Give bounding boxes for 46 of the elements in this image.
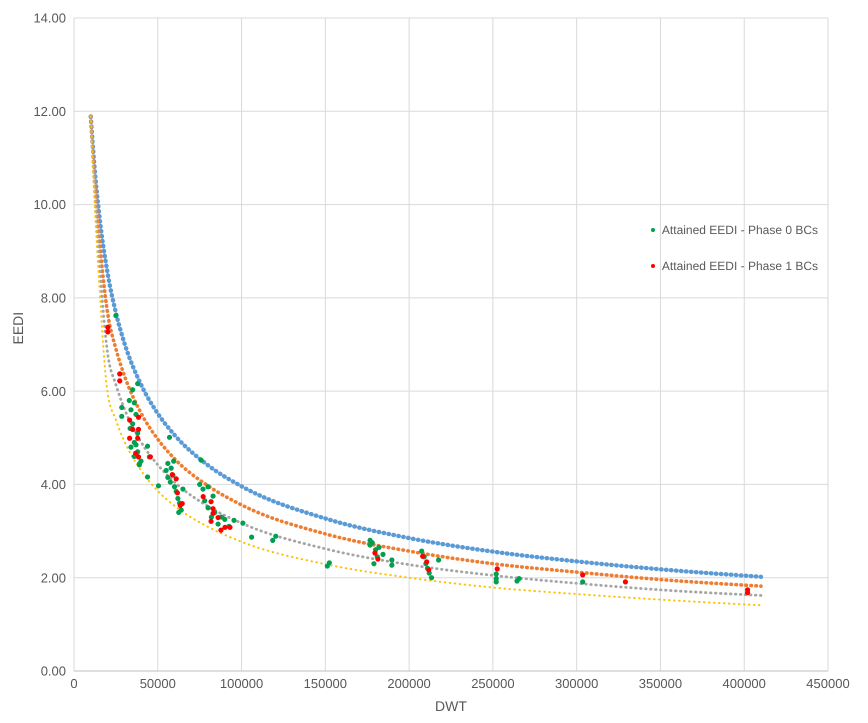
point bbox=[135, 436, 140, 441]
x-tick-label: 100000 bbox=[220, 676, 264, 692]
point bbox=[136, 454, 142, 460]
y-tick-label: 10.00 bbox=[33, 197, 66, 212]
x-tick-label: 0 bbox=[70, 676, 78, 692]
point bbox=[218, 528, 224, 533]
x-tick-label: 250000 bbox=[471, 676, 515, 692]
point bbox=[494, 566, 500, 572]
y-tick-label: 6.00 bbox=[40, 384, 66, 399]
x-tick-label: 150000 bbox=[304, 676, 348, 692]
x-tick-label: 450000 bbox=[806, 676, 850, 692]
point bbox=[117, 378, 122, 384]
y-tick-label: 8.00 bbox=[40, 290, 66, 306]
y-tick-label: 2.00 bbox=[40, 570, 66, 586]
point bbox=[127, 436, 132, 441]
point bbox=[216, 514, 221, 520]
point bbox=[105, 324, 110, 330]
y-tick-label: 14.00 bbox=[33, 10, 66, 26]
y-tick-label: 4.00 bbox=[40, 477, 66, 492]
y-axis-title: EEDI bbox=[10, 312, 26, 344]
point bbox=[622, 579, 628, 585]
x-axis-title: DWT bbox=[435, 698, 468, 714]
point bbox=[136, 426, 142, 432]
point bbox=[580, 572, 586, 578]
x-tick-label: 400000 bbox=[722, 676, 766, 692]
legend-label: Attained EEDI - Phase 0 BCs bbox=[662, 223, 818, 237]
point bbox=[174, 476, 179, 482]
x-tick-label: 50000 bbox=[140, 676, 176, 692]
point bbox=[200, 494, 206, 500]
legend-label: Attained EEDI - Phase 1 BCs bbox=[662, 259, 818, 273]
point bbox=[127, 417, 132, 423]
point bbox=[117, 371, 122, 376]
x-tick-label: 350000 bbox=[638, 676, 682, 692]
point bbox=[136, 414, 142, 420]
point bbox=[208, 518, 214, 524]
x-tick-label: 300000 bbox=[554, 676, 598, 692]
x-tick-label: 200000 bbox=[387, 676, 431, 692]
point bbox=[375, 556, 381, 562]
point bbox=[208, 499, 214, 504]
y-tick-label: 12.00 bbox=[33, 104, 66, 119]
point bbox=[210, 506, 216, 512]
point bbox=[372, 550, 378, 556]
y-tick-label: 0.00 bbox=[40, 664, 66, 679]
point bbox=[130, 426, 136, 432]
point bbox=[105, 329, 110, 335]
point bbox=[222, 524, 228, 530]
